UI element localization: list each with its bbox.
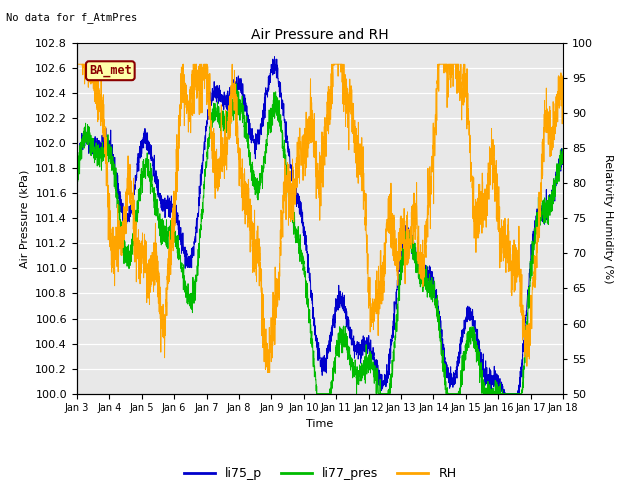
X-axis label: Time: Time (307, 419, 333, 429)
Y-axis label: Relativity Humidity (%): Relativity Humidity (%) (603, 154, 612, 283)
Title: Air Pressure and RH: Air Pressure and RH (251, 28, 389, 42)
Text: BA_met: BA_met (89, 64, 132, 77)
Text: No data for f_AtmPres: No data for f_AtmPres (6, 12, 138, 23)
Legend: li75_p, li77_pres, RH: li75_p, li77_pres, RH (179, 462, 461, 480)
Y-axis label: Air Pressure (kPa): Air Pressure (kPa) (20, 169, 29, 267)
